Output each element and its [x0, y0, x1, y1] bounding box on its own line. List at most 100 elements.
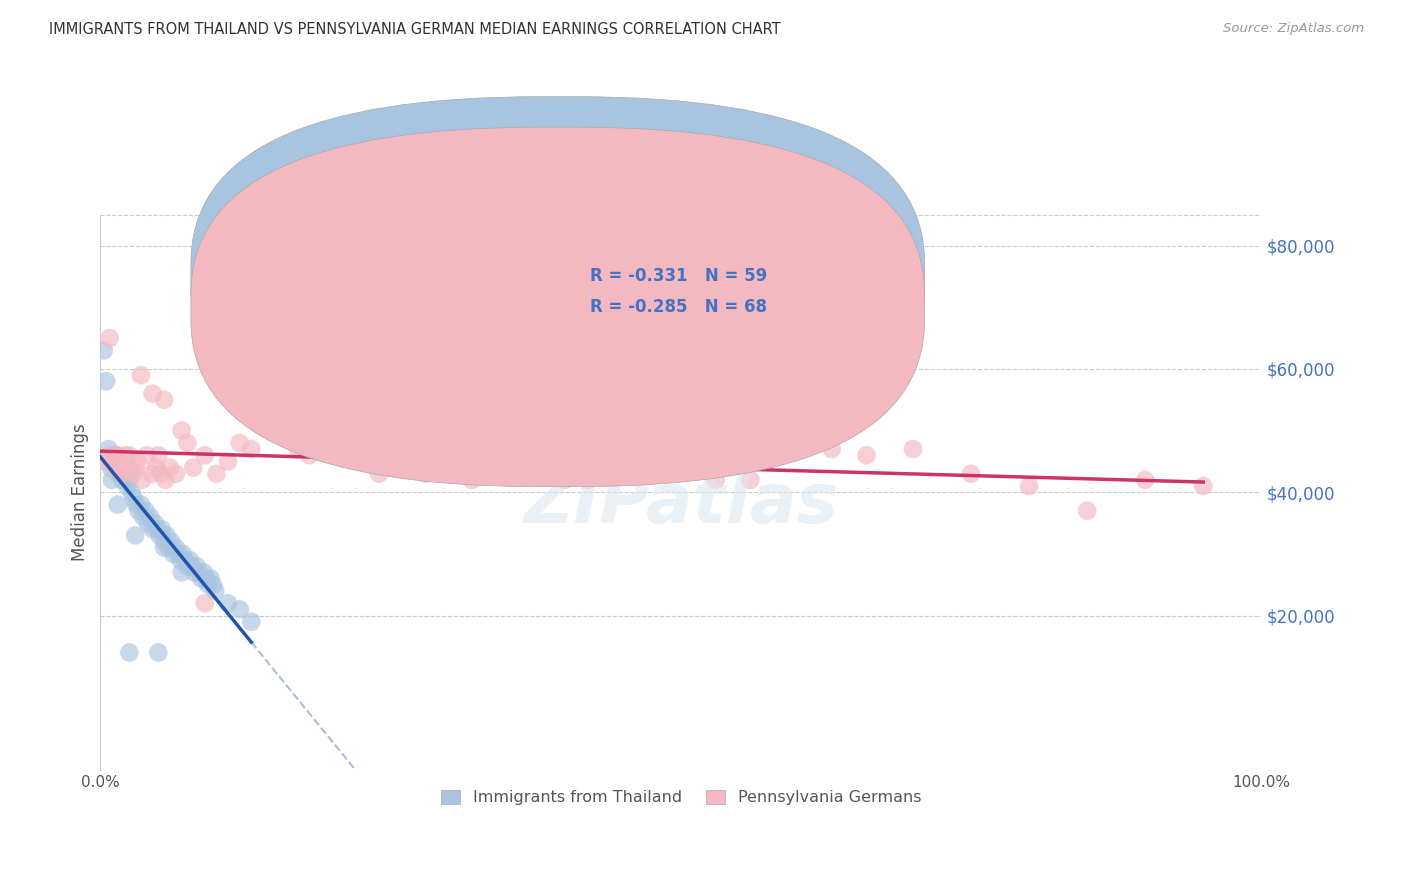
- Point: [821, 442, 844, 456]
- Point: [129, 498, 152, 512]
- Point: [195, 572, 218, 586]
- Point: [855, 448, 877, 462]
- Point: [508, 448, 530, 462]
- Point: [204, 583, 226, 598]
- Point: [114, 467, 136, 481]
- Point: [124, 460, 146, 475]
- Point: [197, 577, 219, 591]
- Point: [110, 460, 132, 475]
- Point: [94, 454, 117, 468]
- Point: [669, 448, 692, 462]
- Point: [160, 534, 183, 549]
- Point: [344, 448, 367, 462]
- Point: [240, 615, 263, 629]
- Point: [108, 460, 131, 475]
- Point: [287, 442, 309, 456]
- Point: [146, 522, 169, 536]
- Point: [194, 596, 217, 610]
- Point: [274, 424, 297, 438]
- Point: [740, 473, 762, 487]
- Point: [115, 479, 138, 493]
- Point: [132, 509, 155, 524]
- Point: [127, 454, 149, 468]
- Y-axis label: Median Earnings: Median Earnings: [72, 424, 89, 561]
- Point: [142, 522, 165, 536]
- Point: [200, 572, 222, 586]
- Text: IMMIGRANTS FROM THAILAND VS PENNSYLVANIA GERMAN MEDIAN EARNINGS CORRELATION CHAR: IMMIGRANTS FROM THAILAND VS PENNSYLVANIA…: [49, 22, 780, 37]
- Point: [103, 460, 125, 475]
- Point: [159, 460, 181, 475]
- Text: R = -0.285   N = 68: R = -0.285 N = 68: [591, 298, 768, 316]
- Point: [142, 386, 165, 401]
- Point: [194, 448, 217, 462]
- Point: [176, 559, 198, 574]
- Point: [135, 448, 157, 462]
- Point: [179, 553, 201, 567]
- Point: [148, 448, 170, 462]
- Point: [93, 343, 115, 358]
- Point: [188, 566, 211, 580]
- Point: [118, 460, 141, 475]
- Point: [704, 473, 727, 487]
- Point: [183, 566, 205, 580]
- Text: R = -0.331   N = 59: R = -0.331 N = 59: [591, 268, 768, 285]
- Point: [118, 448, 141, 462]
- Point: [193, 566, 215, 580]
- Point: [121, 467, 143, 481]
- Point: [217, 596, 239, 610]
- Point: [129, 368, 152, 383]
- Point: [107, 467, 129, 481]
- Point: [148, 528, 170, 542]
- Point: [309, 411, 332, 425]
- Point: [107, 498, 129, 512]
- Point: [115, 448, 138, 462]
- Point: [170, 424, 193, 438]
- FancyBboxPatch shape: [519, 251, 797, 331]
- Point: [136, 516, 159, 530]
- Point: [111, 473, 134, 487]
- Point: [201, 577, 224, 591]
- Point: [1133, 473, 1156, 487]
- Point: [228, 602, 250, 616]
- Point: [415, 467, 437, 481]
- Point: [437, 460, 460, 475]
- Point: [901, 442, 924, 456]
- Point: [228, 436, 250, 450]
- Point: [1076, 504, 1098, 518]
- Point: [153, 534, 176, 549]
- Point: [101, 454, 124, 468]
- Point: [960, 467, 983, 481]
- Point: [101, 473, 124, 487]
- Point: [181, 559, 204, 574]
- Point: [1018, 479, 1040, 493]
- Point: [165, 467, 187, 481]
- Point: [98, 448, 121, 462]
- Point: [124, 528, 146, 542]
- Point: [217, 454, 239, 468]
- Point: [368, 467, 391, 481]
- Point: [786, 436, 808, 450]
- Point: [118, 473, 141, 487]
- Point: [391, 454, 413, 468]
- Point: [118, 646, 141, 660]
- Point: [150, 522, 173, 536]
- Point: [205, 467, 228, 481]
- Point: [554, 473, 576, 487]
- Point: [1192, 479, 1215, 493]
- Text: Source: ZipAtlas.com: Source: ZipAtlas.com: [1223, 22, 1364, 36]
- FancyBboxPatch shape: [191, 96, 925, 456]
- Point: [240, 442, 263, 456]
- Point: [190, 572, 212, 586]
- Text: ZIPatlas: ZIPatlas: [523, 470, 838, 537]
- Point: [98, 331, 121, 345]
- Point: [122, 491, 145, 506]
- Point: [167, 547, 190, 561]
- Point: [96, 374, 118, 388]
- Point: [139, 509, 162, 524]
- Point: [170, 566, 193, 580]
- Point: [576, 473, 599, 487]
- Point: [143, 516, 166, 530]
- Point: [125, 498, 148, 512]
- Point: [186, 559, 208, 574]
- Point: [149, 467, 172, 481]
